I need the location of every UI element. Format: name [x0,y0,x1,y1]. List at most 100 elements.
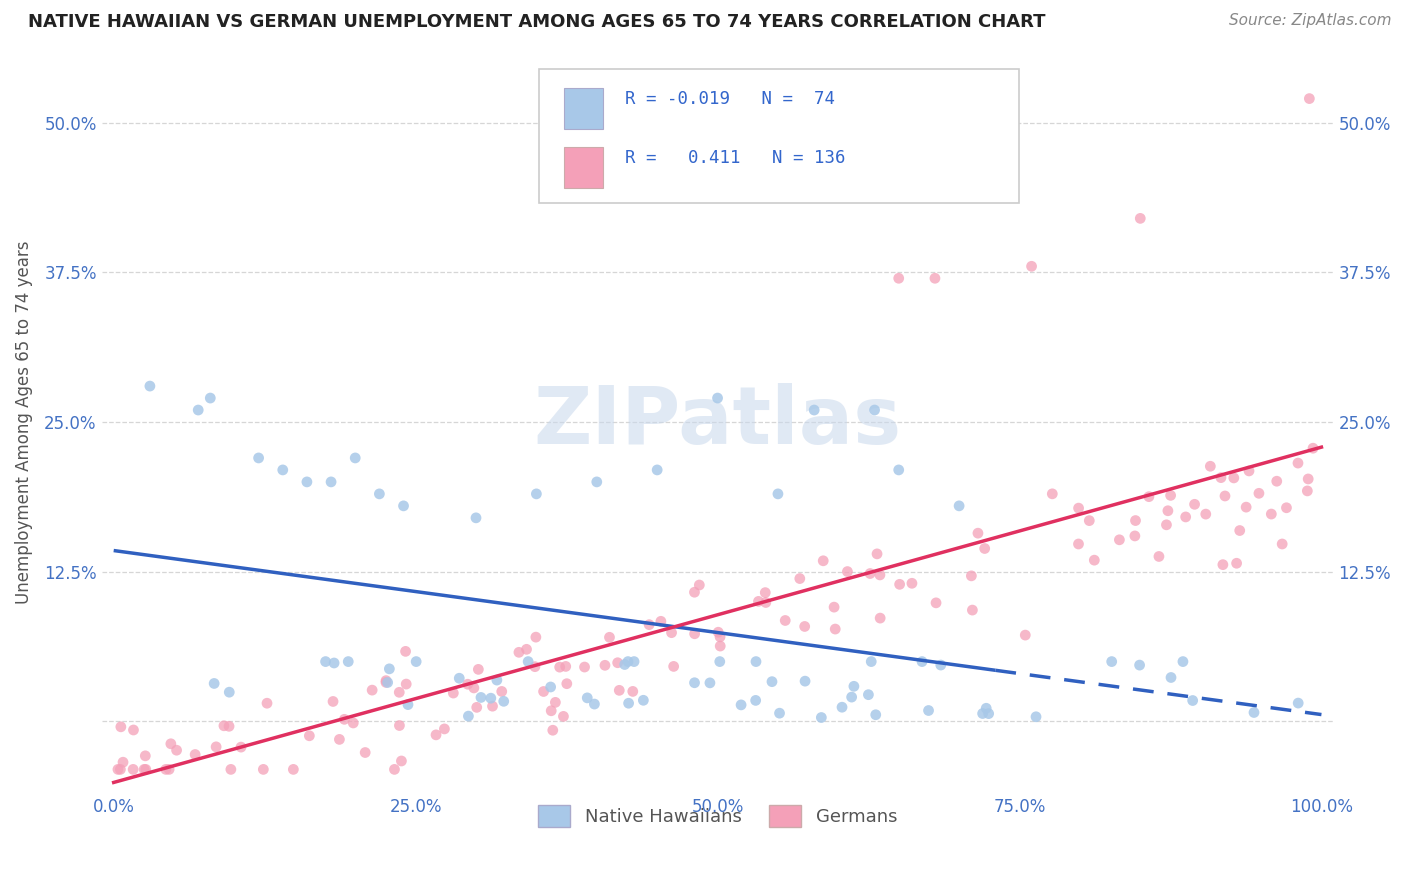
Point [1286,696,1309,710]
Point [754,585,776,599]
Text: NATIVE HAWAIIAN VS GERMAN UNEMPLOYMENT AMONG AGES 65 TO 74 YEARS CORRELATION CHA: NATIVE HAWAIIAN VS GERMAN UNEMPLOYMENT A… [28,13,1046,31]
Point [925,596,948,610]
Point [974,701,997,715]
Point [744,693,766,707]
Point [457,709,479,723]
Point [866,547,889,561]
Point [707,625,730,640]
Point [184,747,207,762]
Point [1213,489,1236,503]
Point [706,391,728,405]
Point [322,694,344,708]
Point [470,690,492,705]
Point [617,696,640,710]
Point [607,683,630,698]
Point [645,463,668,477]
Point [481,699,503,714]
Point [917,704,939,718]
Point [405,655,427,669]
Point [1021,260,1043,274]
Point [315,655,337,669]
Point [1123,529,1146,543]
Point [166,743,188,757]
Point [134,763,156,777]
Point [650,615,672,629]
Point [252,763,274,777]
Point [544,695,567,709]
Point [768,706,790,721]
Point [491,684,513,698]
Point [111,756,134,770]
Point [394,644,416,658]
Point [548,660,571,674]
Point [803,403,825,417]
Point [479,691,502,706]
Point [793,619,815,633]
Point [1067,537,1090,551]
Point [1296,472,1319,486]
Point [1129,211,1152,226]
Point [859,566,882,581]
Point [901,576,924,591]
Point [747,594,769,608]
Point [1137,490,1160,504]
Point [869,611,891,625]
Point [298,729,321,743]
Point [1265,474,1288,488]
Point [1157,504,1180,518]
Point [449,671,471,685]
Point [574,660,596,674]
Point [841,690,863,704]
Point [323,656,346,670]
Point [1302,441,1324,455]
Point [157,763,180,777]
Point [212,719,235,733]
Point [1014,628,1036,642]
Point [218,719,240,733]
Point [283,763,305,777]
Point [344,450,367,465]
Point [378,662,401,676]
Point [135,763,157,777]
Point [375,675,398,690]
Point [540,680,562,694]
Point [122,763,145,777]
Point [623,655,645,669]
Point [110,763,132,777]
Point [683,675,706,690]
Point [617,655,640,669]
Point [585,475,607,489]
Point [160,737,183,751]
Point [1195,507,1218,521]
Point [524,630,547,644]
Point [1226,556,1249,570]
Point [1209,470,1232,484]
Point [337,655,360,669]
Point [457,677,479,691]
Point [485,673,508,687]
Point [583,697,606,711]
Point [1247,486,1270,500]
Point [229,740,252,755]
Point [377,675,399,690]
Text: Source: ZipAtlas.com: Source: ZipAtlas.com [1229,13,1392,29]
Point [766,487,789,501]
Point [391,754,413,768]
Point [465,511,488,525]
Point [1083,553,1105,567]
Point [205,739,228,754]
Point [463,681,485,695]
Point [553,709,575,723]
Point [661,625,683,640]
Point [709,639,731,653]
Point [441,686,464,700]
Point [1174,510,1197,524]
Point [794,674,817,689]
Point [613,657,636,672]
Point [887,463,910,477]
Point [202,676,225,690]
Point [709,655,731,669]
Point [755,595,778,609]
Point [813,554,835,568]
Text: R =   0.411   N = 136: R = 0.411 N = 136 [626,149,845,168]
